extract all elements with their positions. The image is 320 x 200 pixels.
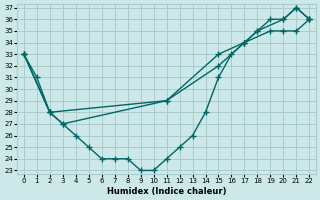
X-axis label: Humidex (Indice chaleur): Humidex (Indice chaleur) [107,187,226,196]
